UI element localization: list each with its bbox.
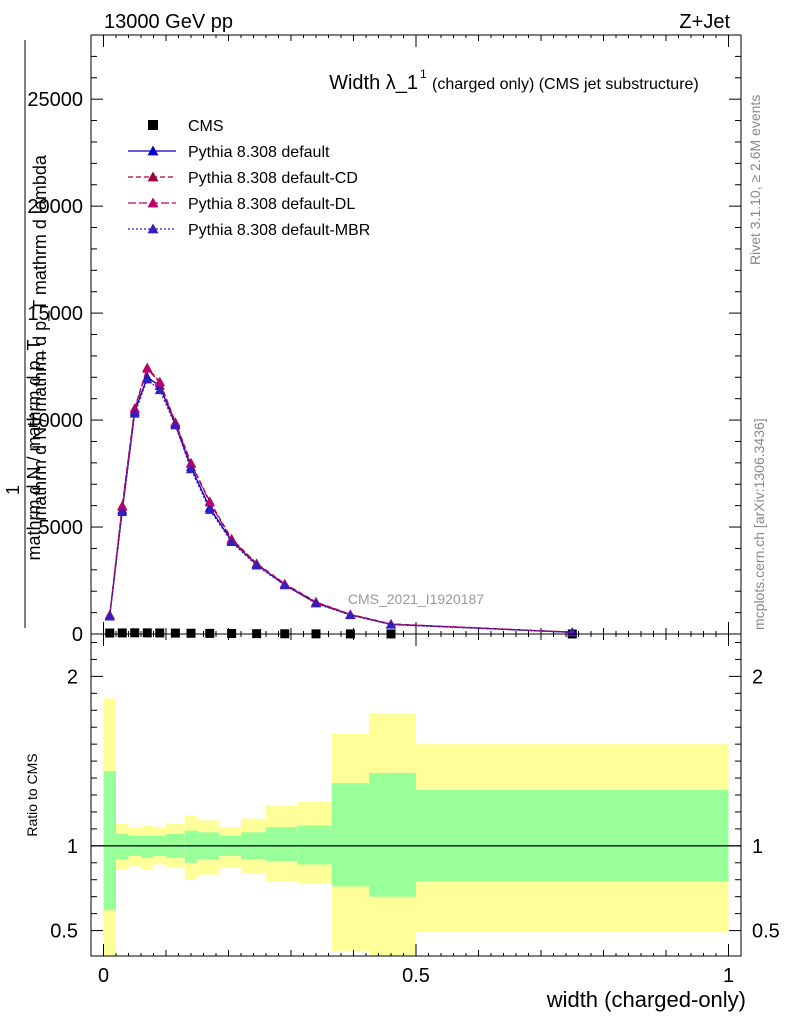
legend-marker [147, 171, 159, 182]
x-tick-label: 0 [98, 965, 109, 987]
ratio-y-tick-label-right: 0.5 [752, 921, 780, 943]
legend-label: Pythia 8.308 default-DL [188, 196, 355, 213]
cms-data-point [105, 628, 115, 638]
series-marker [386, 619, 396, 629]
ratio-y-label: Ratio to CMS [24, 753, 40, 836]
x-axis-label: width (charged-only) [546, 987, 746, 1012]
legend-label: CMS [188, 118, 224, 135]
y-tick-label: 20000 [27, 196, 83, 218]
y-axis-label: mathrm d N / mathrm d p_T mathrm d lambd… [30, 154, 51, 521]
main-plot-frame: 0 5000 10000 15000 20000 25000 [27, 34, 742, 646]
series-marker [154, 385, 165, 395]
series-marker [345, 610, 356, 620]
y-tick-label: 10000 [27, 410, 83, 432]
series-line [109, 366, 573, 633]
ratio-y-tick-label-right: 2 [752, 666, 763, 688]
cms-data-point [130, 628, 140, 638]
ratio-inner-band-bin [103, 771, 116, 911]
cms-data-point [117, 628, 127, 638]
series-marker [142, 363, 153, 373]
ratio-plot-area [91, 698, 741, 956]
ratio-inner-band-bin [116, 833, 129, 860]
series-marker [142, 374, 153, 384]
series-marker [129, 408, 140, 418]
series-marker [251, 560, 262, 570]
legend-marker [147, 197, 159, 208]
y-axis-label-mid-wrap: mathrm d N / mathrm d p_T [24, 339, 45, 560]
ratio-inner-band-bin [266, 827, 298, 862]
series-line [109, 376, 573, 633]
ratio-y-tick-label-right: 1 [752, 836, 763, 858]
ratio-y-tick-label: 0.5 [50, 921, 78, 943]
ratio-inner-band-bin [331, 783, 370, 887]
series-marker [204, 504, 215, 514]
legend-marker [147, 223, 159, 234]
series-marker [117, 507, 128, 517]
plot-title-sup: 1 [420, 67, 427, 81]
main-plot-series [104, 362, 578, 639]
y-axis-label-mid: mathrm d N / mathrm d p_T [24, 339, 45, 560]
y-tick-label: 5000 [39, 517, 84, 539]
series-line [109, 378, 573, 633]
mcplots-label: mcplots.cern.ch [arXiv:1306.3436] [751, 418, 767, 630]
legend-label: Pythia 8.308 default-CD [188, 170, 358, 187]
cms-data-point [205, 628, 215, 638]
plot-title-rest: (charged only) (CMS jet substructure) [432, 76, 699, 93]
y-axis-label-one-wrap: 1 [3, 485, 23, 495]
process-label: Z+Jet [679, 11, 730, 33]
series-marker [117, 501, 128, 511]
x-tick-label: 0.5 [402, 965, 430, 987]
y-tick-label: 15000 [27, 303, 83, 325]
series-marker [186, 464, 196, 474]
ratio-inner-band-bin [369, 772, 416, 897]
ratio-inner-band-bin [297, 825, 332, 865]
x-tick-label: 1 [723, 965, 734, 987]
legend-cms-marker [148, 120, 158, 130]
y-axis-label-top: mathrm d N / mathrm d p_T mathrm d lambd… [30, 154, 51, 521]
cms-data-point [142, 628, 152, 638]
ratio-inner-band-bin [416, 789, 729, 882]
legend-label: Pythia 8.308 default-MBR [188, 222, 370, 239]
legend-marker [147, 145, 159, 156]
y-tick-label: 25000 [27, 89, 83, 111]
y-tick-label: 0 [72, 624, 83, 646]
plot-title: Width λ_1 [329, 72, 418, 94]
series-marker [154, 377, 165, 387]
energy-label: 13000 GeV pp [104, 11, 233, 33]
series-marker [170, 420, 181, 430]
legend-label: Pythia 8.308 default [188, 144, 330, 161]
rivet-label: Rivet 3.1.10, ≥ 2.6M events [747, 95, 763, 265]
cms-data-point [170, 628, 180, 638]
legend: CMS Pythia 8.308 default Pythia 8.308 defa… [128, 118, 370, 239]
ratio-y-label-wrap: Ratio to CMS [24, 753, 40, 836]
cms-data-point [186, 628, 196, 638]
ratio-plot-frame: 0 0.5 1 0.5 0.5 1 1 2 2 [50, 633, 780, 987]
series-marker [279, 580, 290, 590]
series-line [109, 367, 573, 633]
ratio-inner-band-bin [141, 835, 154, 858]
ratio-y-tick-label: 1 [67, 836, 78, 858]
cms-data-point [155, 628, 165, 638]
series-marker [311, 598, 321, 608]
series-marker [104, 611, 115, 621]
series-marker [226, 537, 237, 547]
ratio-inner-band-bin [184, 830, 198, 863]
ratio-y-tick-label: 2 [67, 666, 78, 688]
analysis-watermark: CMS_2021_I1920187 [348, 591, 484, 607]
y-axis-label-one: 1 [3, 485, 23, 495]
series-marker [186, 458, 196, 468]
